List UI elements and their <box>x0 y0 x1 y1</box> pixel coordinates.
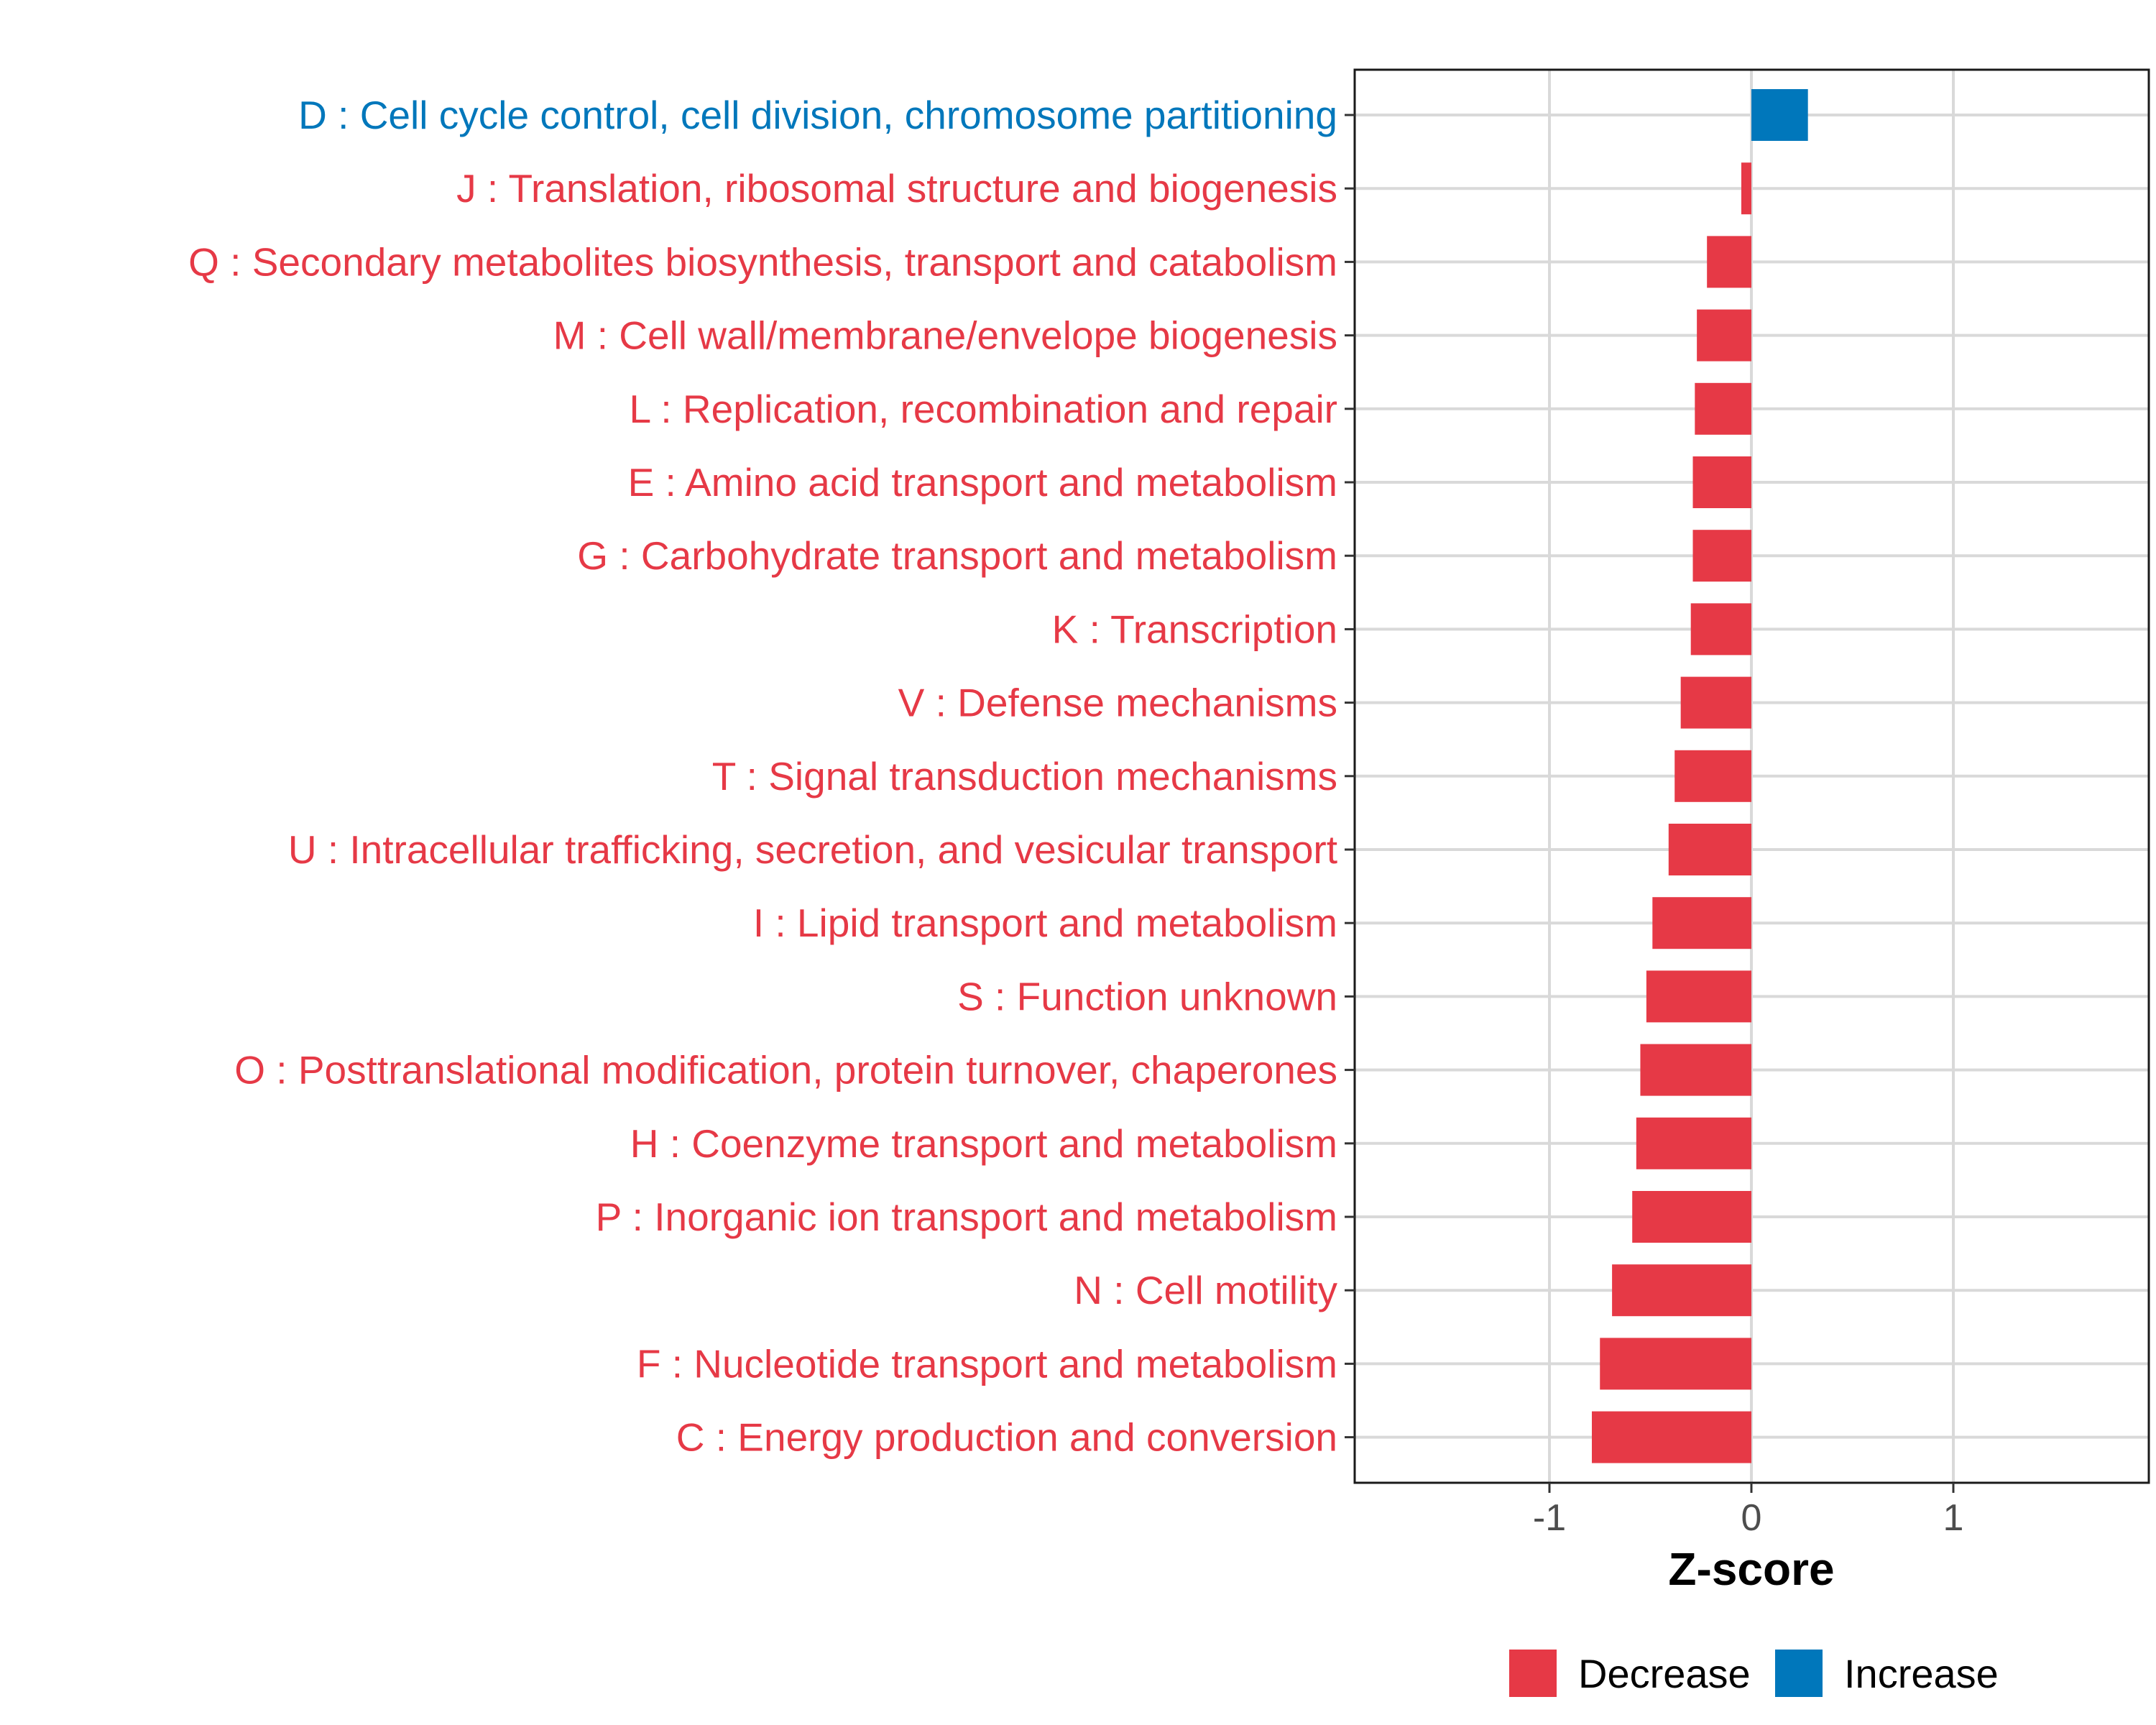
category-label: N : Cell motility <box>1074 1268 1337 1312</box>
bar-decrease <box>1636 1117 1751 1169</box>
bar-decrease <box>1612 1264 1751 1317</box>
bar-decrease <box>1741 162 1751 215</box>
category-label: D : Cell cycle control, cell division, c… <box>298 93 1337 137</box>
category-label: G : Carbohydrate transport and metabolis… <box>577 533 1337 578</box>
bar-decrease <box>1640 1044 1751 1096</box>
category-label: U : Intracellular trafficking, secretion… <box>288 827 1337 872</box>
bar-layer <box>1592 89 1808 1463</box>
category-label: V : Defense mechanisms <box>898 681 1337 725</box>
category-label: M : Cell wall/membrane/envelope biogenes… <box>553 313 1337 358</box>
x-tick-label: 0 <box>1741 1497 1762 1539</box>
y-axis: D : Cell cycle control, cell division, c… <box>188 93 1355 1460</box>
x-axis: -1 0 1 <box>1533 1483 1964 1539</box>
bar-decrease <box>1697 309 1751 362</box>
category-label: I : Lipid transport and metabolism <box>753 901 1337 945</box>
bar-decrease <box>1646 970 1751 1023</box>
legend: Decrease Increase <box>1509 1650 1999 1697</box>
bar-decrease <box>1592 1411 1751 1463</box>
legend-swatch-increase <box>1775 1650 1823 1697</box>
bar-decrease <box>1692 530 1751 582</box>
bar-decrease <box>1692 456 1751 508</box>
category-label: S : Function unknown <box>957 974 1337 1018</box>
legend-label-decrease: Decrease <box>1578 1651 1751 1696</box>
category-label: J : Translation, ribosomal structure and… <box>456 166 1337 211</box>
x-axis-title: Z-score <box>1668 1543 1834 1595</box>
category-label: F : Nucleotide transport and metabolism <box>637 1341 1337 1386</box>
legend-swatch-decrease <box>1509 1650 1557 1697</box>
x-tick-label: 1 <box>1943 1497 1964 1539</box>
category-label: K : Transcription <box>1052 607 1337 651</box>
category-label: H : Coenzyme transport and metabolism <box>630 1121 1337 1166</box>
bar-increase <box>1751 89 1808 141</box>
bar-decrease <box>1707 236 1751 288</box>
category-label: P : Inorganic ion transport and metaboli… <box>596 1195 1337 1239</box>
category-label: L : Replication, recombination and repai… <box>630 387 1337 431</box>
category-label: O : Posttranslational modification, prot… <box>234 1048 1337 1092</box>
grid-layer <box>1355 70 2149 1483</box>
bar-decrease <box>1680 676 1751 729</box>
bar-decrease <box>1668 824 1751 875</box>
bar-decrease <box>1674 750 1751 802</box>
category-label: C : Energy production and conversion <box>676 1415 1337 1460</box>
legend-label-increase: Increase <box>1844 1651 1999 1696</box>
bar-decrease <box>1600 1338 1751 1390</box>
bar-decrease <box>1652 897 1751 949</box>
bar-decrease <box>1695 382 1751 435</box>
bar-decrease <box>1690 603 1751 656</box>
x-tick-label: -1 <box>1533 1497 1566 1539</box>
category-label: Q : Secondary metabolites biosynthesis, … <box>188 239 1337 284</box>
bar-decrease <box>1632 1191 1751 1243</box>
category-label: T : Signal transduction mechanisms <box>712 754 1337 799</box>
category-label: E : Amino acid transport and metabolism <box>628 460 1337 505</box>
